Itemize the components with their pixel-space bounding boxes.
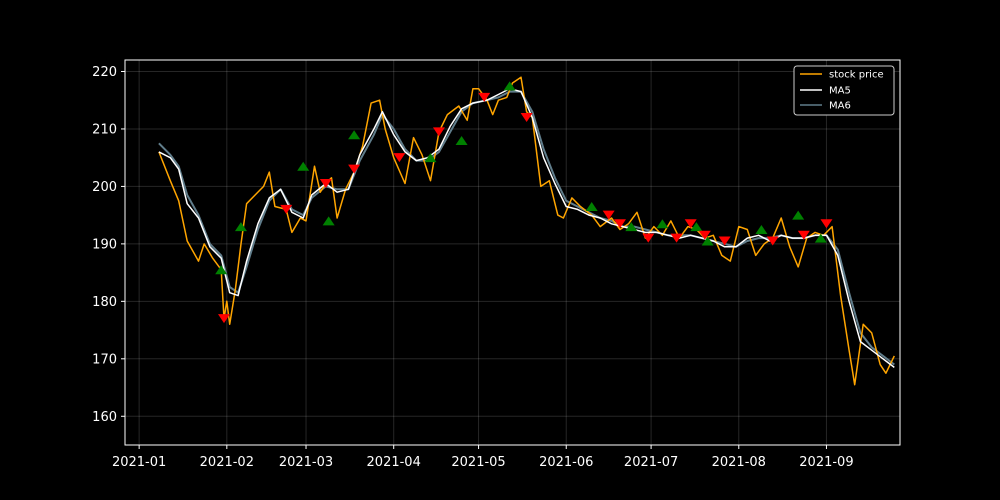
sell-marker — [820, 219, 833, 229]
buy-marker — [656, 219, 669, 229]
x-tick-label: 2021-03 — [279, 455, 333, 470]
x-tick-label: 2021-04 — [367, 455, 421, 470]
x-tick-label: 2021-02 — [200, 455, 254, 470]
buy-marker — [814, 233, 827, 243]
sell-marker — [393, 153, 406, 163]
buy-marker — [215, 265, 228, 275]
y-tick-label: 190 — [92, 237, 117, 252]
y-tick-label: 210 — [92, 122, 117, 137]
y-tick-label: 220 — [92, 65, 117, 80]
axes: 2021-01 2021-02 2021-03 2021-04 2021-05 2021-… — [92, 65, 853, 470]
sell-marker — [520, 112, 533, 122]
buy-marker — [322, 216, 335, 226]
sell-marker — [602, 210, 615, 220]
buy-marker — [701, 236, 714, 246]
x-tick-label: 2021-09 — [799, 455, 853, 470]
x-tick-label: 2021-07 — [624, 455, 678, 470]
sell-marker — [718, 236, 731, 246]
buy-marker — [503, 81, 516, 91]
legend-label-stock-price: stock price — [829, 70, 884, 81]
buy-marker — [455, 135, 468, 145]
buy-marker — [424, 153, 437, 163]
plot-area-frame — [124, 59, 901, 446]
sell-marker — [478, 92, 491, 102]
sell-marker — [797, 230, 810, 240]
buy-marker — [690, 222, 703, 232]
sell-marker — [217, 314, 230, 324]
sell-marker — [684, 219, 697, 229]
x-tick-label: 2021-06 — [539, 455, 593, 470]
x-tick-label: 2021-01 — [112, 455, 166, 470]
y-tick-label: 170 — [92, 352, 117, 367]
sell-marker — [432, 127, 445, 137]
y-tick-label: 160 — [92, 410, 117, 425]
sell-marker — [280, 204, 293, 214]
y-tick-label: 200 — [92, 180, 117, 195]
sell-marker — [698, 230, 711, 240]
sell-marker — [766, 236, 779, 246]
sell-marker — [348, 164, 361, 174]
x-tick-label: 2021-08 — [712, 455, 766, 470]
buy-marker — [625, 222, 638, 232]
legend: stock price MA5 MA6 — [793, 65, 895, 116]
buy-marker — [585, 202, 598, 212]
buy-marker — [792, 210, 805, 220]
buy-marker — [297, 161, 310, 171]
legend-label-ma6: MA6 — [829, 101, 851, 112]
sell-marker — [319, 179, 332, 189]
signal-markers — [215, 81, 833, 324]
buy-marker — [755, 225, 768, 235]
sell-marker — [642, 233, 655, 243]
x-tick-label: 2021-05 — [451, 455, 505, 470]
legend-label-ma5: MA5 — [829, 86, 851, 97]
sell-marker — [670, 233, 683, 243]
legend-box — [793, 65, 895, 116]
buy-marker — [234, 222, 247, 232]
sell-marker — [613, 219, 626, 229]
buy-marker — [348, 130, 361, 140]
y-tick-label: 180 — [92, 295, 117, 310]
grid — [125, 60, 900, 445]
series-line-stock-price — [158, 76, 895, 386]
